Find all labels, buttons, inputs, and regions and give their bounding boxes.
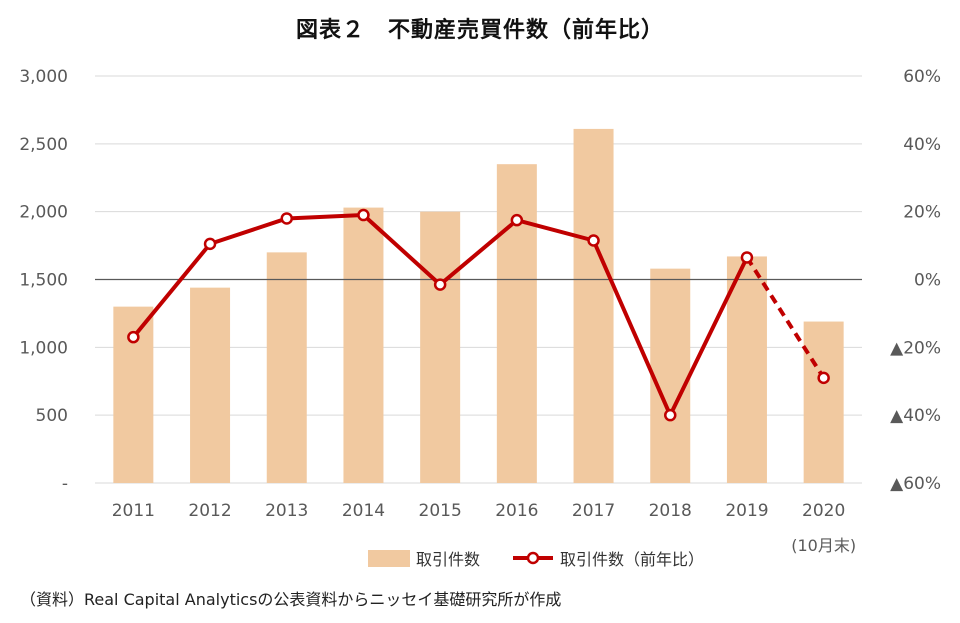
bar-series bbox=[113, 128, 844, 483]
legend-bar-label: 取引件数 bbox=[416, 550, 480, 569]
right-axis: ▲60% ▲40% ▲20% 0% 20% 40% 60% bbox=[890, 67, 941, 494]
left-tick-label: 3,000 bbox=[19, 67, 68, 87]
legend-bar-swatch bbox=[368, 550, 410, 567]
legend-line-label: 取引件数（前年比） bbox=[560, 550, 704, 569]
x-tick-label: 2020 bbox=[802, 501, 845, 521]
x-tick-sublabel: (10月末) bbox=[791, 536, 856, 555]
bar bbox=[266, 252, 307, 483]
bar bbox=[803, 321, 844, 483]
bar bbox=[496, 164, 537, 483]
source-note: （資料）Real Capital Analyticsの公表資料からニッセイ基礎研… bbox=[20, 590, 562, 609]
left-tick-label: 2,000 bbox=[19, 203, 68, 223]
left-tick-label: 500 bbox=[36, 406, 68, 426]
x-tick-label: 2016 bbox=[495, 501, 538, 521]
line-point bbox=[740, 251, 754, 264]
right-tick-label: ▲60% bbox=[890, 474, 941, 494]
right-tick-label: ▲40% bbox=[890, 406, 941, 426]
line-point bbox=[664, 408, 677, 422]
bar bbox=[726, 256, 767, 483]
line-point bbox=[280, 212, 293, 225]
line-point bbox=[357, 208, 370, 222]
line-point bbox=[817, 371, 830, 385]
bar bbox=[650, 268, 691, 483]
line-point bbox=[510, 213, 524, 227]
right-tick-label: 40% bbox=[903, 135, 941, 155]
line-dashed-segment bbox=[745, 256, 826, 379]
line-point bbox=[203, 237, 217, 251]
chart-title: 図表２ 不動産売買件数（前年比） bbox=[295, 18, 664, 43]
bar bbox=[343, 207, 384, 483]
x-tick-label: 2012 bbox=[188, 501, 231, 521]
x-tick-label: 2019 bbox=[725, 501, 768, 521]
right-tick-label: 0% bbox=[914, 271, 941, 291]
x-axis: 2011 2012 2013 2014 2015 2016 2017 2018 2019 2020… bbox=[112, 501, 856, 555]
line-point bbox=[587, 234, 600, 247]
line-series bbox=[127, 208, 830, 422]
x-tick-label: 2011 bbox=[112, 501, 155, 521]
left-tick-label: 2,500 bbox=[19, 135, 68, 155]
bar bbox=[420, 211, 461, 483]
left-tick-label: - bbox=[62, 474, 68, 494]
bar bbox=[190, 287, 231, 483]
x-tick-label: 2014 bbox=[342, 501, 385, 521]
left-axis: - 500 1,000 1,500 2,000 2,500 3,000 bbox=[19, 67, 68, 494]
legend-line-marker bbox=[526, 551, 540, 565]
right-tick-label: ▲20% bbox=[890, 338, 941, 358]
x-tick-label: 2018 bbox=[649, 501, 692, 521]
line-point bbox=[433, 278, 447, 291]
left-tick-label: 1,000 bbox=[19, 338, 68, 358]
right-tick-label: 20% bbox=[903, 203, 941, 223]
bar bbox=[573, 128, 614, 483]
line-point bbox=[127, 330, 140, 344]
legend: 取引件数 取引件数（前年比） bbox=[368, 550, 704, 569]
right-tick-label: 60% bbox=[903, 67, 941, 87]
x-tick-label: 2015 bbox=[419, 501, 462, 521]
x-tick-label: 2013 bbox=[265, 501, 308, 521]
x-tick-label: 2017 bbox=[572, 501, 615, 521]
left-tick-label: 1,500 bbox=[19, 271, 68, 291]
